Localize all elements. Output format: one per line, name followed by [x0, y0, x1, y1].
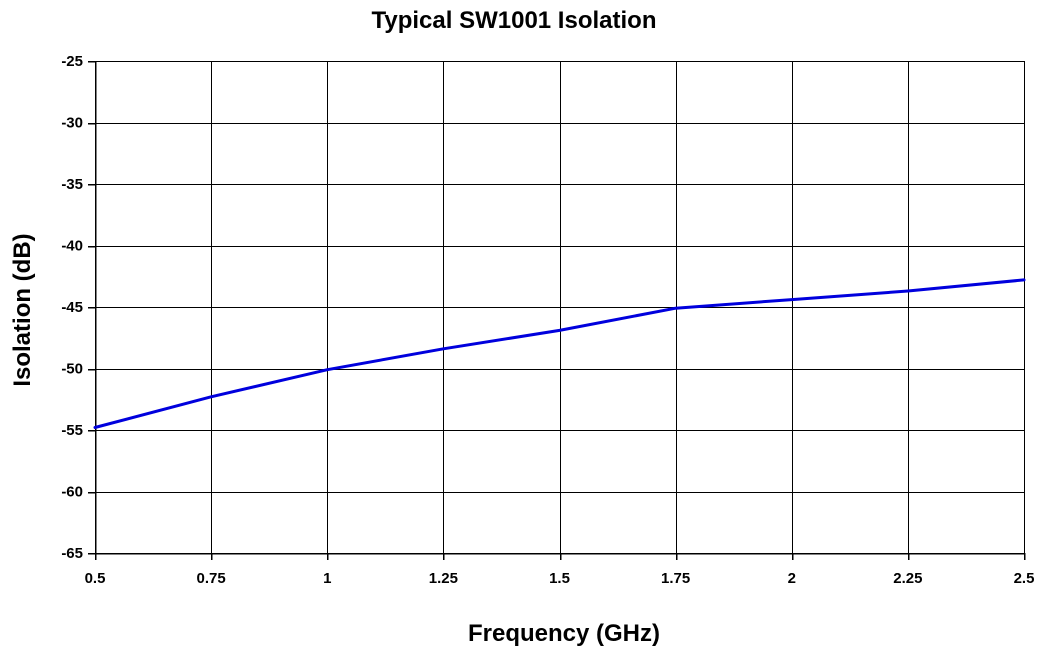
- x-tick-label: 0.5: [85, 570, 106, 587]
- x-tick-label: 2.25: [893, 570, 922, 587]
- y-tick-label: -40: [61, 238, 83, 255]
- y-tick-label: -55: [61, 422, 83, 439]
- x-tick-label: 1: [323, 570, 331, 587]
- tick-marks: [88, 60, 1026, 560]
- y-tick-label: -60: [61, 484, 83, 501]
- x-axis-label: Frequency (GHz): [468, 620, 660, 647]
- x-tick-label: 1.5: [549, 570, 570, 587]
- series-lines: [93, 278, 1026, 429]
- y-tick-label: -30: [61, 115, 83, 132]
- y-tick-label: -25: [61, 53, 83, 70]
- x-tick-label: 1.75: [661, 570, 690, 587]
- grid-lines: [95, 61, 1025, 554]
- y-tick-label: -50: [61, 361, 83, 378]
- x-tick-label: 2.5: [1014, 570, 1035, 587]
- y-axis-label: Isolation (dB): [9, 233, 36, 386]
- y-tick-label: -65: [61, 545, 83, 562]
- x-tick-labels: 0.5 0.75 1 1.25 1.5 1.75 2 2.25 2.5: [85, 570, 1035, 587]
- x-tick-label: 2: [788, 570, 796, 587]
- chart-title: Typical SW1001 Isolation: [372, 7, 657, 34]
- y-tick-labels: -25 -30 -35 -40 -45 -50 -55 -60 -65: [61, 53, 83, 562]
- x-tick-label: 0.75: [197, 570, 226, 587]
- y-tick-label: -35: [61, 176, 83, 193]
- x-tick-label: 1.25: [429, 570, 458, 587]
- isolation-series-line: [93, 278, 1026, 429]
- y-tick-label: -45: [61, 299, 83, 316]
